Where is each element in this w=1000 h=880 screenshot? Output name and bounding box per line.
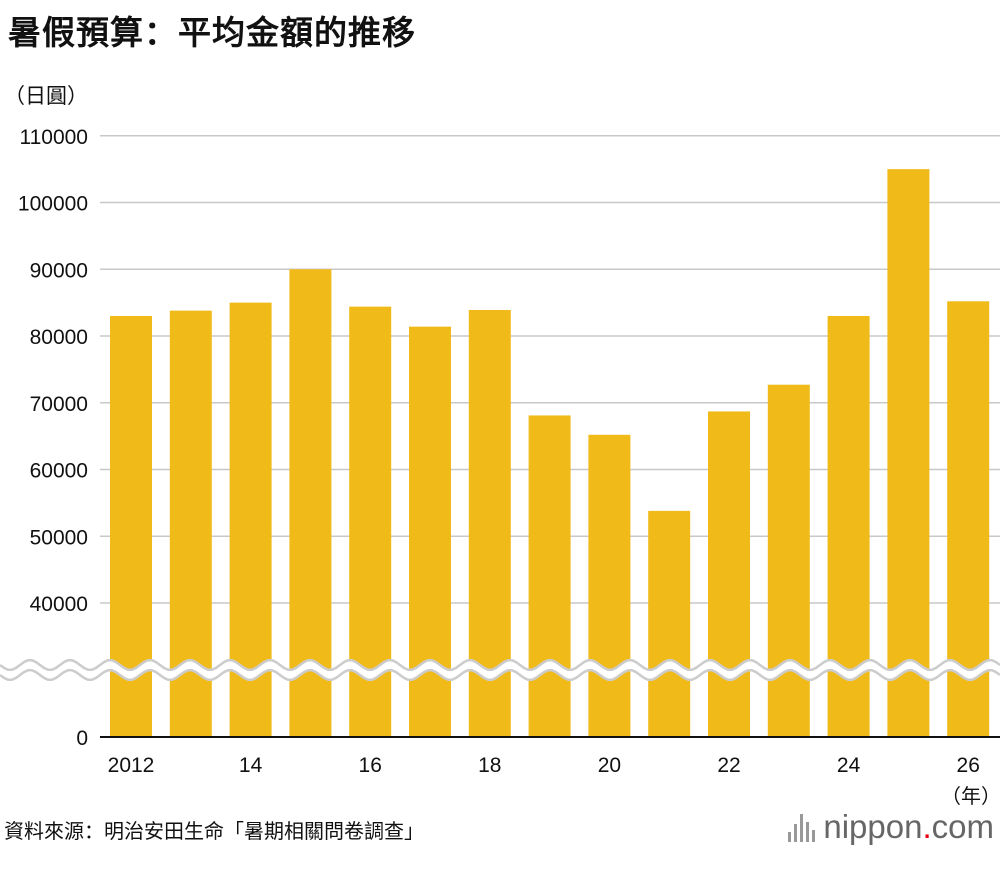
y-tick-label: 80000 [30, 326, 88, 349]
x-tick-label: 18 [478, 754, 501, 777]
x-tick-label: 2012 [108, 754, 155, 777]
break-line-top [0, 658, 1000, 672]
x-tick-label: 14 [239, 754, 263, 777]
axis-break [0, 658, 1000, 682]
y-tick-label: 0 [76, 727, 88, 750]
break-line-bottom [0, 668, 1000, 682]
y-tick-label: 40000 [30, 593, 88, 616]
bar-2025 [887, 169, 930, 737]
logo-name: nippon [823, 808, 923, 845]
logo-dot: . [922, 808, 932, 845]
x-axis-unit-label: （年） [941, 784, 1000, 808]
chart-title: 暑假預算：平均金額的推移 [8, 13, 416, 52]
y-tick-label: 60000 [30, 460, 88, 483]
y-tick-label: 50000 [30, 526, 88, 549]
x-tick-label: 26 [957, 754, 980, 777]
bar-2020 [588, 434, 631, 737]
x-axis-ticks: 2012 14 16 18 20 22 24 26 [108, 754, 980, 777]
break-band [0, 660, 1000, 680]
bar-2021 [648, 510, 691, 737]
x-tick-label: 24 [837, 754, 861, 777]
x-tick-label: 16 [359, 754, 382, 777]
x-tick-label: 22 [717, 754, 740, 777]
y-tick-label: 90000 [30, 259, 88, 282]
y-axis-unit-label: （日圓） [4, 84, 88, 108]
y-axis-ticks: 0 40000 50000 60000 70000 80000 90000 100000 110… [18, 126, 88, 750]
bar-2019 [528, 415, 571, 737]
y-tick-label: 100000 [18, 193, 88, 216]
y-tick-label: 70000 [30, 393, 88, 416]
nippon-logo: nippon. com [788, 808, 994, 846]
logo-mark-icon [788, 812, 816, 842]
x-tick-label: 20 [598, 754, 621, 777]
source-note: 資料來源：明治安田生命「暑期相關問卷調查」 [4, 819, 424, 843]
bar-2023 [767, 384, 810, 737]
y-tick-label: 110000 [19, 126, 88, 149]
logo-suffix: com [931, 808, 994, 845]
bars [110, 169, 990, 737]
bar-2022 [708, 411, 750, 737]
